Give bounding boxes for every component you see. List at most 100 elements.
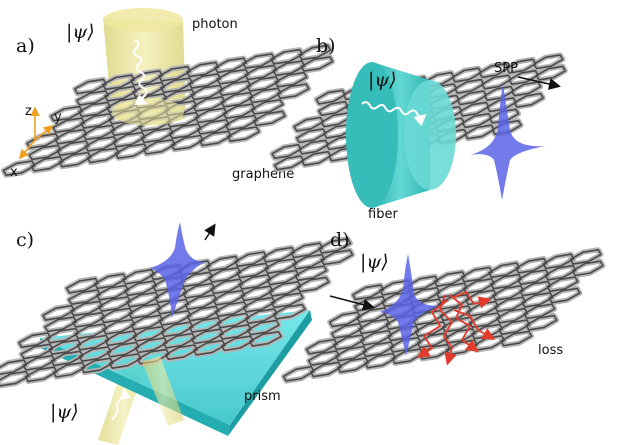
hexagon-edge xyxy=(84,136,118,152)
hexagon-edge xyxy=(523,303,556,320)
hexagon-edge xyxy=(571,260,604,277)
hexagon-edge xyxy=(328,311,361,328)
hexagon-edge xyxy=(96,284,129,301)
hexagon-edge xyxy=(494,296,527,313)
hexagon-edge xyxy=(48,339,82,356)
hexagon-edge xyxy=(296,276,330,293)
hexagon-edge xyxy=(72,311,106,328)
hexagon-edge xyxy=(320,249,354,266)
hexagon-edge xyxy=(26,133,60,149)
fiber-wave-icon xyxy=(361,101,427,127)
hexagon-edge xyxy=(190,328,224,345)
hexagon-edge xyxy=(292,253,326,270)
hexagon-edge xyxy=(242,53,276,69)
hexagon-edge xyxy=(93,273,127,290)
hexagon-edge xyxy=(301,150,332,167)
hexagon-edge xyxy=(214,301,248,318)
hexagon-edge xyxy=(42,304,75,321)
hexagon-edge xyxy=(210,278,244,295)
panel-label-d: d) xyxy=(330,229,350,251)
hexagon-edge xyxy=(500,330,533,347)
hexagon-edge xyxy=(318,100,349,117)
hexagon-edge xyxy=(244,308,278,325)
hexagon-edge xyxy=(274,71,308,88)
hexagon-edge xyxy=(76,90,109,106)
hexagon-edge xyxy=(198,130,232,147)
hexagon-edge xyxy=(160,321,194,338)
hexagon-edge xyxy=(224,114,258,131)
hexagon-edge xyxy=(389,336,422,353)
hexagon-edge xyxy=(270,48,304,65)
hexagon-edge xyxy=(65,277,99,294)
panel-d: d) |ψ⟩ loss xyxy=(280,229,606,384)
hexagon-edge xyxy=(569,249,602,265)
hexagon-edge xyxy=(142,139,176,155)
hexagon-edge xyxy=(492,284,525,301)
hexagon-edge xyxy=(490,273,523,290)
photon-wave-icon xyxy=(132,39,148,105)
hexagon-edge xyxy=(30,156,64,172)
hexagon-edge xyxy=(461,112,493,129)
graphene-sheet-d xyxy=(280,247,606,384)
hexagon-edge xyxy=(454,78,485,94)
hexagon-edge xyxy=(164,344,198,361)
spp-pulse xyxy=(470,84,545,200)
hexagon-edge xyxy=(186,61,220,78)
ket-psi-d: |ψ⟩ xyxy=(360,251,389,273)
hexagon-edge xyxy=(20,343,54,360)
hexagon-edge xyxy=(298,139,330,155)
hexagon-edge xyxy=(544,264,577,281)
panel-label-b: b) xyxy=(316,35,336,57)
hexagon-edge xyxy=(337,357,370,374)
hexagon-edge xyxy=(242,296,276,313)
hexagon-edge xyxy=(318,238,352,254)
hexagon-edge xyxy=(126,291,160,308)
hexagon-edge xyxy=(0,370,30,387)
graphene-sheet-a xyxy=(0,42,336,178)
hexagon-edge xyxy=(414,321,447,338)
hexagon-edge xyxy=(221,335,254,352)
axes-icon: z y x xyxy=(10,104,62,180)
hexagon-edge xyxy=(249,330,283,347)
hexagon-edge xyxy=(140,127,174,144)
axis-y-label: y xyxy=(54,110,62,125)
ket-psi-b: |ψ⟩ xyxy=(368,69,397,91)
hexagon-edge xyxy=(214,57,248,74)
hexagon-edge xyxy=(362,341,395,358)
spp-arrow-c xyxy=(204,223,216,241)
hexagon-edge xyxy=(22,354,56,371)
hexagon-edge xyxy=(246,319,280,336)
hexagon-edge xyxy=(158,309,192,327)
prism-wave-icon xyxy=(111,388,131,421)
hexagon-edge xyxy=(236,262,270,279)
hexagon-edge xyxy=(68,289,101,306)
hexagon-edge xyxy=(158,65,192,82)
hexagon-edge xyxy=(134,337,168,354)
hexagon-edge xyxy=(352,284,385,301)
hexagon-edge xyxy=(273,155,305,171)
hexagon-edge xyxy=(220,91,254,108)
hexagon-edge xyxy=(468,312,502,329)
hexagon-edge xyxy=(86,147,120,164)
hexagon-edge xyxy=(2,160,36,176)
hexagon-edge xyxy=(309,361,342,378)
hexagon-edge xyxy=(122,268,155,285)
hexagon-edge xyxy=(272,60,306,77)
hexagon-edge xyxy=(459,101,490,117)
hexagon-edge xyxy=(160,77,194,94)
hexagon-edge xyxy=(496,307,529,324)
hexagon-edge xyxy=(182,282,216,299)
hexagon-edge xyxy=(460,266,493,283)
hexagon-edge xyxy=(222,103,256,120)
hexagon-edge xyxy=(102,318,136,335)
hexagon-edge xyxy=(227,126,260,142)
hexagon-edge xyxy=(80,357,114,374)
hexagon-edge xyxy=(56,140,90,157)
hexagon-edge xyxy=(360,329,393,346)
hexagon-edge xyxy=(130,70,163,86)
hexagon-edge xyxy=(433,271,466,288)
hexagon-edge xyxy=(194,107,228,124)
panel-label-a: a) xyxy=(16,35,35,57)
loss-paths xyxy=(417,290,496,366)
hexagon-edge xyxy=(44,316,78,333)
